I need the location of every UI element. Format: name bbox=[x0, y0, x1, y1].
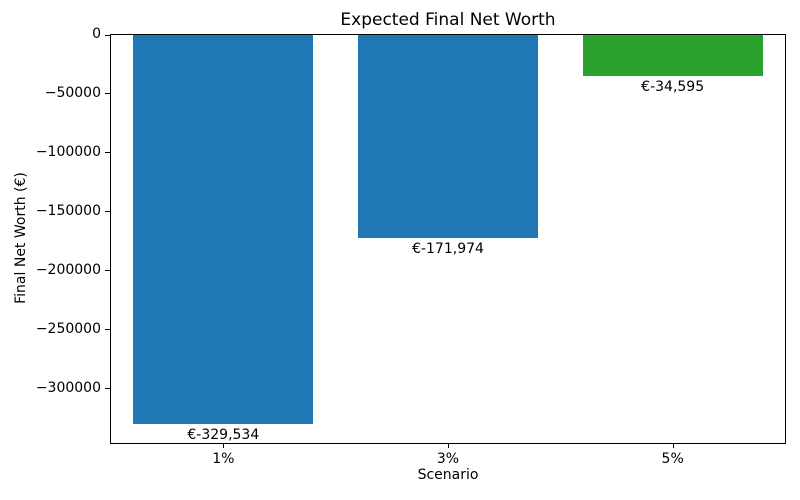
x-tick-label: 1% bbox=[212, 451, 235, 467]
y-tick-label: 0 bbox=[92, 26, 101, 42]
x-tick-mark bbox=[223, 443, 225, 448]
chart-title: Expected Final Net Worth bbox=[340, 10, 556, 30]
plot-area: €-329,534 1% €-171,974 3% €-34,595 5% 0 −50000 −… bbox=[36, 26, 786, 467]
x-axis-label: Scenario bbox=[417, 467, 479, 483]
y-tick-mark bbox=[105, 152, 110, 154]
y-tick-label: −50000 bbox=[44, 84, 101, 101]
y-tick-label: −150000 bbox=[35, 202, 101, 219]
y-tick-label: −100000 bbox=[35, 143, 101, 160]
y-axis-label: Final Net Worth (€) bbox=[13, 172, 29, 304]
y-tick-label: −250000 bbox=[35, 320, 101, 337]
y-tick-label: −200000 bbox=[35, 261, 101, 278]
bar-3% bbox=[358, 35, 538, 238]
bar-1% bbox=[133, 35, 314, 424]
x-tick-mark bbox=[672, 443, 674, 448]
bar-value-label: €-171,974 bbox=[412, 240, 484, 257]
y-tick-mark bbox=[105, 34, 110, 36]
x-tick-mark bbox=[448, 443, 449, 448]
y-tick-mark bbox=[105, 211, 110, 213]
bar-5% bbox=[582, 35, 763, 76]
y-tick-mark bbox=[105, 270, 110, 272]
bar-value-label: €-329,534 bbox=[187, 426, 260, 443]
x-tick-label: 5% bbox=[661, 451, 684, 467]
y-tick-mark bbox=[105, 329, 110, 331]
y-tick-mark bbox=[105, 93, 110, 95]
x-tick-label: 3% bbox=[436, 451, 460, 467]
bar-value-label: €-34,595 bbox=[641, 78, 705, 95]
y-tick-label: −300000 bbox=[35, 379, 101, 396]
y-tick-mark bbox=[105, 388, 110, 390]
